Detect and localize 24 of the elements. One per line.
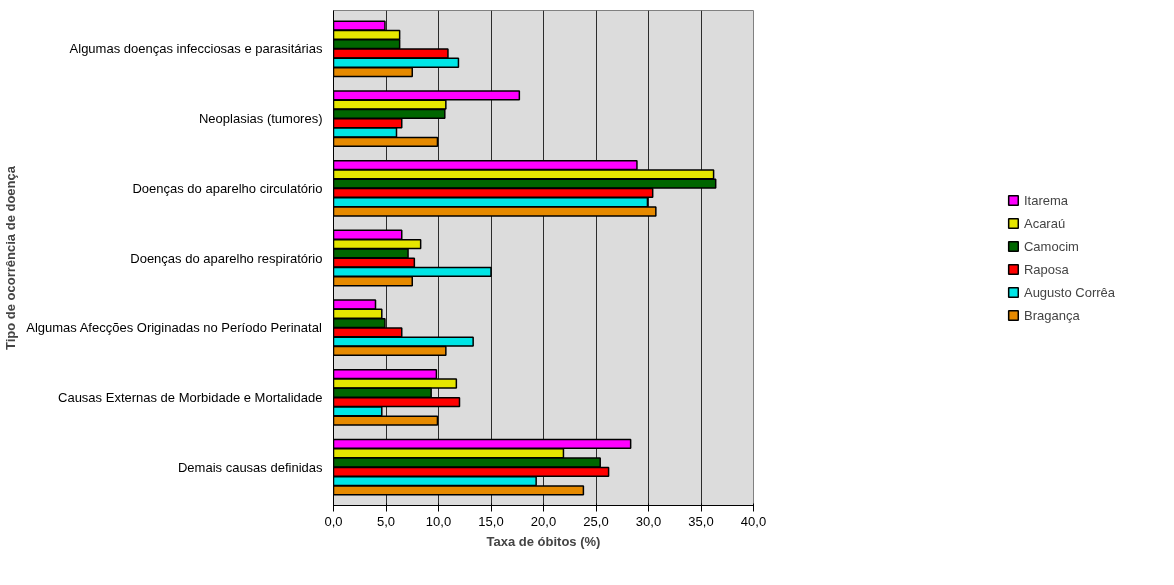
y-tick-label: Demais causas definidas (177, 459, 323, 475)
y-tick-label: Algumas doenças infecciosas e parasitárias (69, 41, 323, 57)
legend-label: Itarema (1023, 192, 1069, 208)
y-tick-label: Algumas Afecções Originadas no Período Perinatal (26, 320, 322, 336)
x-tick-label: 25,0 (583, 513, 609, 529)
x-tick-label: 40,0 (740, 513, 767, 529)
x-axis-title: Taxa de óbitos (%) (486, 533, 601, 549)
legend-label: Acaraú (1023, 215, 1066, 231)
x-tick-label: 15,0 (478, 513, 504, 529)
legend-label: Raposa (1023, 261, 1069, 277)
x-tick-label: 0,0 (324, 513, 343, 529)
x-tick-label: 20,0 (530, 513, 557, 529)
x-tick-label: 10,0 (425, 513, 452, 529)
y-tick-label: Neoplasias (tumores) (198, 111, 323, 127)
x-tick-label: 35,0 (688, 513, 714, 529)
y-axis-title: Tipo de ocorrência de doença (3, 165, 19, 350)
y-tick-label: Doenças do aparelho respiratório (130, 250, 323, 266)
legend-label: Camocim (1023, 238, 1079, 254)
x-tick-label: 5,0 (376, 513, 396, 529)
legend-label: Bragança (1023, 307, 1080, 323)
y-tick-label: Causas Externas de Morbidade e Mortalidade (58, 389, 323, 405)
x-tick-label: 30,0 (635, 513, 662, 529)
y-tick-label: Doenças do aparelho circulatório (132, 180, 323, 196)
legend-label: Augusto Corrêa (1023, 284, 1116, 300)
